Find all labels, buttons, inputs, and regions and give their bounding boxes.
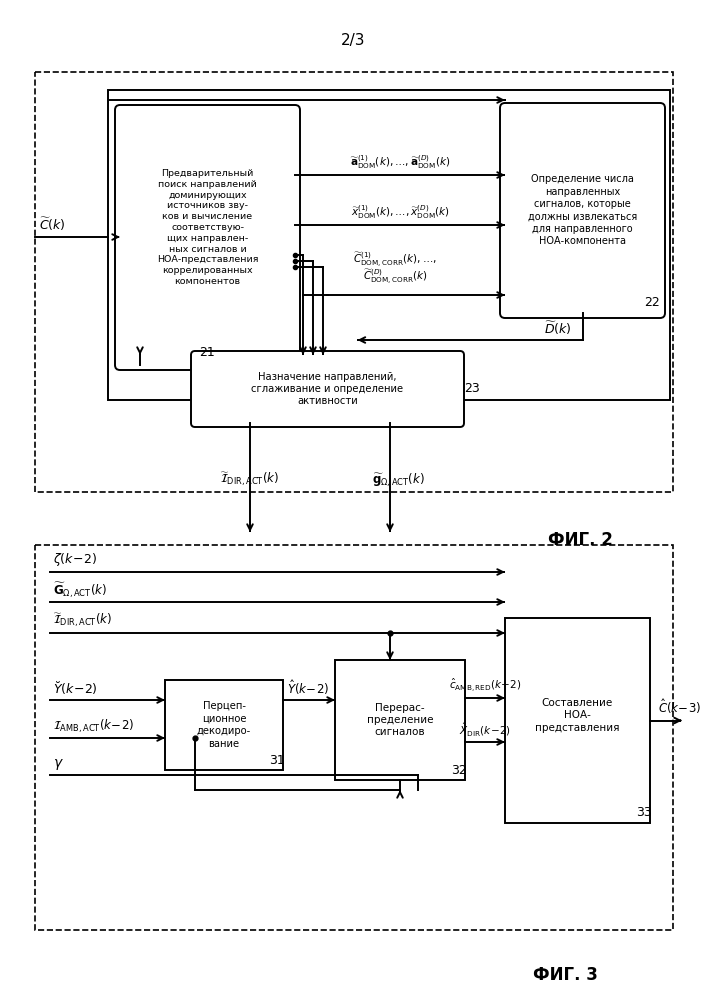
Text: Перерас-
пределение
сигналов: Перерас- пределение сигналов [367, 703, 433, 737]
Bar [335, 660, 465, 780]
FancyBboxPatch shape [115, 105, 300, 370]
Bar [165, 680, 283, 770]
Text: $\hat{C}(k\!-\!3)$: $\hat{C}(k\!-\!3)$ [658, 697, 701, 716]
Text: Составление
НОА-
представления: Составление НОА- представления [535, 698, 620, 733]
Text: $\widetilde{\mathbf{a}}^{(1)}_{\mathrm{DOM}}(k),\ldots,\widetilde{\mathbf{a}}^{(: $\widetilde{\mathbf{a}}^{(1)}_{\mathrm{D… [350, 153, 450, 171]
Text: Назначение направлений,
сглаживание и определение
активности: Назначение направлений, сглаживание и оп… [252, 372, 404, 406]
Text: 2/3: 2/3 [341, 32, 366, 47]
Text: $\widetilde{\mathbf{g}}_{\Omega,\mathrm{ACT}}(k)$: $\widetilde{\mathbf{g}}_{\Omega,\mathrm{… [372, 471, 424, 489]
Text: 22: 22 [644, 296, 660, 310]
Text: 31: 31 [269, 754, 285, 766]
Bar [108, 90, 670, 400]
Bar [35, 72, 673, 492]
Text: 21: 21 [199, 347, 216, 360]
Text: $\breve{Y}(k\!-\!2)$: $\breve{Y}(k\!-\!2)$ [53, 679, 98, 697]
Text: $\hat{X}_{\mathrm{DIR}}(k\!-\!2)$: $\hat{X}_{\mathrm{DIR}}(k\!-\!2)$ [459, 720, 511, 738]
Text: ФИГ. 2: ФИГ. 2 [547, 531, 612, 549]
Text: $\widetilde{\mathcal{I}}_{\mathrm{DIR,ACT}}(k)$: $\widetilde{\mathcal{I}}_{\mathrm{DIR,AC… [221, 471, 280, 489]
FancyBboxPatch shape [500, 103, 665, 318]
Text: $\widetilde{C}(k)$: $\widetilde{C}(k)$ [39, 215, 65, 233]
FancyBboxPatch shape [191, 351, 464, 427]
Text: Предварительный
поиск направлений
доминирующих
источников зву-
ков и вычисление
: Предварительный поиск направлений домини… [157, 169, 258, 286]
Text: $\zeta(k\!-\!2)$: $\zeta(k\!-\!2)$ [53, 552, 97, 568]
Text: $\gamma$: $\gamma$ [53, 758, 64, 772]
Text: $\widetilde{D}(k)$: $\widetilde{D}(k)$ [544, 319, 571, 337]
Text: $\widetilde{x}^{(1)}_{\mathrm{DOM}}(k),\ldots,\widetilde{x}^{(D)}_{\mathrm{DOM}}: $\widetilde{x}^{(1)}_{\mathrm{DOM}}(k),\… [351, 203, 450, 221]
Bar [35, 545, 673, 930]
Text: $\widetilde{\mathcal{I}}_{\mathrm{DIR,ACT}}(k)$: $\widetilde{\mathcal{I}}_{\mathrm{DIR,AC… [53, 612, 112, 630]
Bar [505, 618, 650, 823]
Text: Перцеп-
ционное
декодиро-
вание: Перцеп- ционное декодиро- вание [197, 701, 251, 749]
Text: ФИГ. 3: ФИГ. 3 [532, 966, 597, 984]
Text: $\hat{c}_{\mathrm{AMB,RED}}(k\!-\!2)$: $\hat{c}_{\mathrm{AMB,RED}}(k\!-\!2)$ [449, 676, 521, 694]
Text: 33: 33 [636, 806, 652, 820]
Text: $\widetilde{C}^{(D)}_{\mathrm{DOM,CORR}}(k)$: $\widetilde{C}^{(D)}_{\mathrm{DOM,CORR}}… [363, 267, 428, 287]
Text: $\widetilde{\mathbf{G}}_{\Omega,\mathrm{ACT}}(k)$: $\widetilde{\mathbf{G}}_{\Omega,\mathrm{… [53, 580, 107, 600]
Text: 32: 32 [451, 764, 467, 776]
Text: $\mathcal{I}_{\mathrm{AMB,ACT}}(k\!-\!2)$: $\mathcal{I}_{\mathrm{AMB,ACT}}(k\!-\!2)… [53, 717, 134, 735]
Text: 23: 23 [464, 382, 480, 395]
Text: $\widetilde{C}^{(1)}_{\mathrm{DOM,CORR}}(k),\ldots,$: $\widetilde{C}^{(1)}_{\mathrm{DOM,CORR}}… [353, 250, 437, 270]
Text: Определение числа
направленных
сигналов, которые
должны извлекаться
для направле: Определение числа направленных сигналов,… [528, 174, 637, 246]
Text: $\hat{Y}(k\!-\!2)$: $\hat{Y}(k\!-\!2)$ [287, 679, 329, 697]
